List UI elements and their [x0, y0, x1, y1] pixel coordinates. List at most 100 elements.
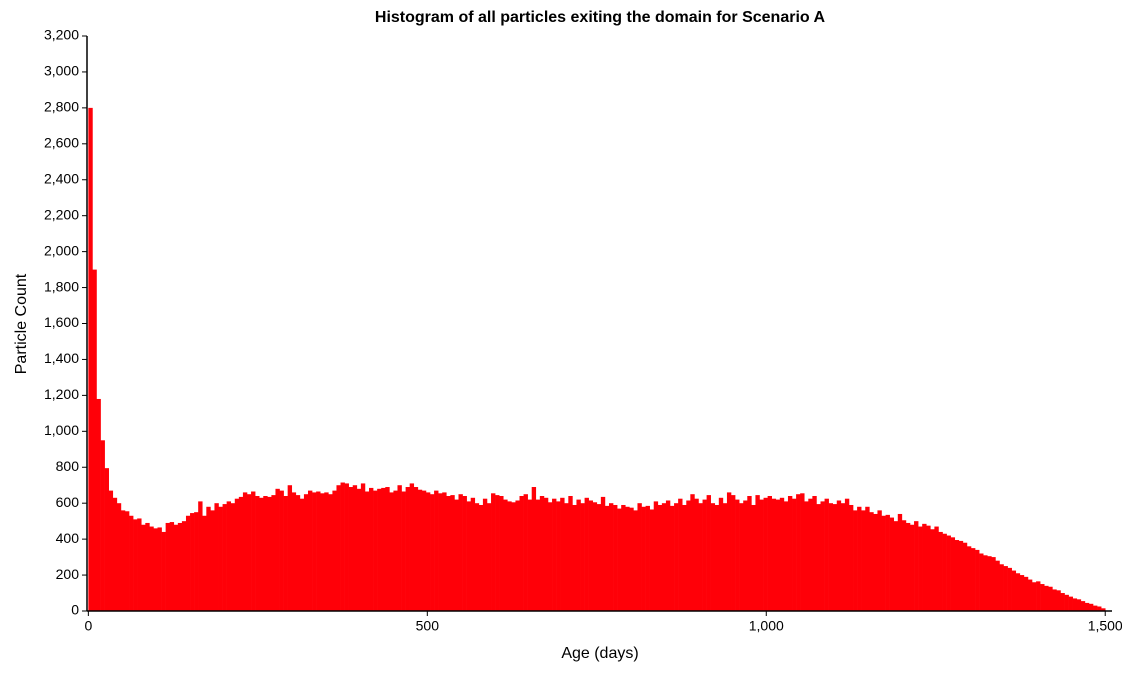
bar	[979, 553, 984, 611]
bar	[649, 509, 655, 611]
bar	[104, 468, 109, 611]
bar	[820, 501, 825, 611]
bar	[161, 531, 166, 611]
bar	[169, 522, 175, 611]
bar	[848, 504, 854, 611]
y-axis-label: Particle Count	[13, 273, 30, 374]
bar	[267, 496, 272, 611]
bar	[190, 513, 195, 611]
bar	[356, 488, 362, 611]
bar	[657, 504, 663, 611]
bar	[698, 503, 703, 611]
bar	[1097, 606, 1102, 611]
bar	[116, 503, 122, 611]
bar	[307, 490, 313, 611]
bar	[1023, 576, 1029, 611]
bar	[914, 521, 919, 611]
bar	[446, 496, 451, 611]
y-tick-label: 2,600	[44, 135, 79, 151]
bar	[181, 521, 187, 611]
bar	[775, 499, 781, 611]
bar	[194, 512, 199, 611]
bar	[828, 503, 834, 611]
bar	[531, 487, 537, 611]
bar	[731, 495, 736, 611]
bar	[275, 488, 280, 611]
bar	[824, 498, 829, 611]
bar	[759, 499, 764, 611]
bar	[718, 497, 724, 611]
y-tick-label: 3,000	[44, 63, 79, 79]
bar	[543, 497, 549, 611]
bar	[674, 503, 679, 611]
bar	[552, 498, 557, 611]
bar	[930, 529, 935, 611]
bar	[149, 526, 154, 611]
bar	[836, 500, 842, 611]
bar	[214, 503, 219, 611]
bar	[975, 549, 980, 611]
bar	[690, 494, 695, 611]
bar	[800, 493, 805, 611]
y-tick-label: 2,800	[44, 99, 79, 115]
bar	[743, 500, 748, 611]
bar	[710, 503, 716, 611]
y-tick-label: 1,200	[44, 386, 79, 402]
bar	[962, 542, 968, 611]
x-axis-label: Age (days)	[561, 645, 638, 662]
y-tick-label: 1,400	[44, 350, 79, 366]
bar	[454, 499, 459, 611]
bar	[853, 510, 858, 611]
bar	[604, 505, 610, 611]
bar	[840, 503, 846, 611]
bar	[287, 485, 293, 611]
bar	[222, 504, 227, 611]
bar	[779, 497, 785, 611]
bar	[592, 502, 598, 611]
bar	[320, 493, 325, 611]
bar	[596, 504, 602, 611]
bar	[373, 490, 378, 611]
y-tick-label: 1,600	[44, 314, 79, 330]
bar	[706, 495, 711, 611]
x-tick-label: 1,000	[749, 618, 784, 634]
bar	[804, 501, 809, 611]
bar	[584, 497, 589, 611]
bar	[482, 498, 488, 611]
bar	[970, 548, 976, 611]
bar	[96, 398, 101, 611]
bar	[617, 508, 622, 611]
bar	[1015, 573, 1021, 611]
bar	[129, 515, 134, 611]
bar	[377, 488, 382, 611]
bar	[303, 494, 309, 611]
bar	[218, 506, 223, 611]
bar	[466, 501, 471, 611]
bar	[141, 524, 146, 611]
bar	[332, 490, 337, 611]
bar	[987, 556, 992, 611]
bar	[576, 499, 581, 611]
bar	[629, 507, 634, 611]
bar	[670, 505, 675, 611]
bar	[299, 498, 305, 611]
bar	[450, 495, 455, 611]
bar	[108, 490, 114, 611]
y-tick-label: 0	[71, 602, 79, 618]
bar	[885, 514, 890, 611]
bar	[133, 519, 138, 611]
bar	[857, 506, 862, 611]
bar	[568, 496, 573, 611]
x-tick-label: 0	[84, 618, 92, 634]
bar	[783, 501, 789, 611]
bar	[230, 503, 236, 611]
bar	[832, 504, 838, 611]
bar	[462, 496, 467, 611]
bar	[206, 506, 211, 611]
bar	[438, 493, 443, 611]
bar	[767, 496, 772, 611]
bar	[328, 494, 333, 611]
bar	[844, 498, 850, 611]
bar	[279, 490, 284, 611]
bar	[869, 512, 874, 611]
